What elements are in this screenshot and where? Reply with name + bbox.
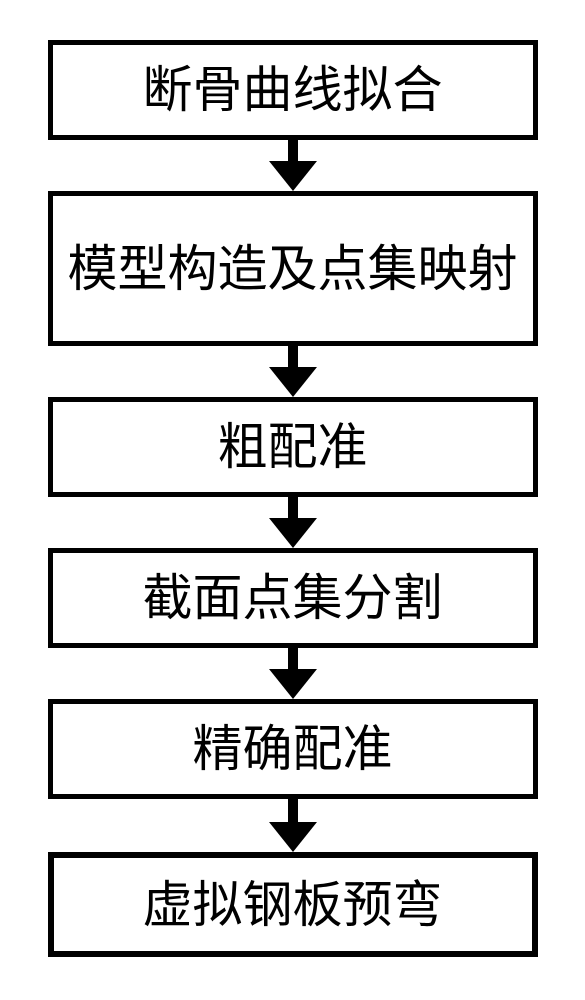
flow-arrow-1 xyxy=(269,140,317,191)
flowchart: 断骨曲线拟合 模型构造及点集映射 粗配准 截面点集分割 精确配准 虚拟钢板预弯 xyxy=(0,0,585,957)
arrow-shaft-icon xyxy=(288,799,298,823)
arrow-head-icon xyxy=(269,669,317,699)
flow-node-2: 模型构造及点集映射 xyxy=(48,191,538,346)
flow-node-5-label: 精确配准 xyxy=(193,719,393,779)
arrow-shaft-icon xyxy=(288,140,298,162)
flow-node-4-label: 截面点集分割 xyxy=(143,568,443,628)
flow-arrow-2 xyxy=(269,346,317,397)
flow-node-6: 虚拟钢板预弯 xyxy=(48,852,538,957)
flow-arrow-5 xyxy=(269,799,317,852)
flow-node-3: 粗配准 xyxy=(48,397,538,497)
arrow-head-icon xyxy=(269,367,317,397)
flow-node-6-label: 虚拟钢板预弯 xyxy=(143,875,443,935)
flow-arrow-4 xyxy=(269,648,317,699)
flow-node-1: 断骨曲线拟合 xyxy=(48,40,538,140)
flow-node-1-label: 断骨曲线拟合 xyxy=(143,60,443,120)
flow-arrow-3 xyxy=(269,497,317,548)
flow-node-2-label: 模型构造及点集映射 xyxy=(68,239,518,299)
arrow-head-icon xyxy=(269,822,317,852)
flow-node-3-label: 粗配准 xyxy=(218,417,368,477)
arrow-head-icon xyxy=(269,518,317,548)
flow-node-5: 精确配准 xyxy=(48,699,538,799)
flow-node-4: 截面点集分割 xyxy=(48,548,538,648)
arrow-head-icon xyxy=(269,161,317,191)
arrow-shaft-icon xyxy=(288,497,298,519)
arrow-shaft-icon xyxy=(288,648,298,670)
arrow-shaft-icon xyxy=(288,346,298,368)
